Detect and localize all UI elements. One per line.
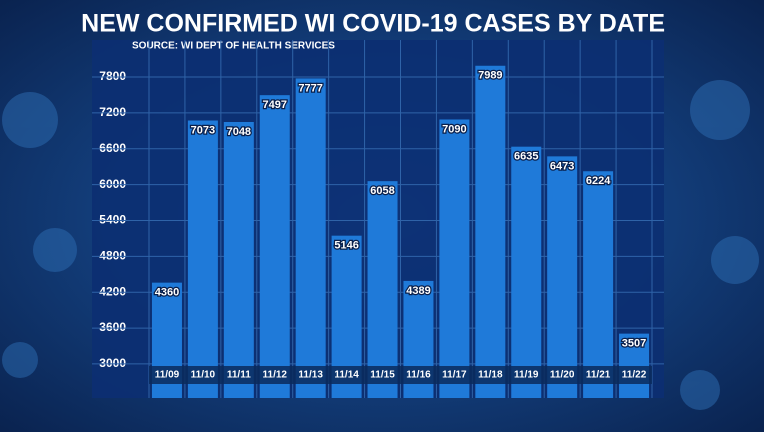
- value-label: 7497: [263, 99, 287, 111]
- bar: [187, 120, 218, 398]
- value-label: 4389: [406, 285, 430, 297]
- y-tick-label: 7800: [99, 69, 126, 83]
- chart-title: NEW CONFIRMED WI COVID-19 CASES BY DATE: [81, 10, 665, 38]
- y-tick-label: 4200: [99, 284, 126, 298]
- x-tick-label: 11/16: [406, 370, 431, 381]
- bar: [511, 146, 542, 398]
- date-band: [149, 366, 652, 384]
- x-tick-label: 11/17: [442, 370, 467, 381]
- value-label: 6635: [514, 151, 538, 163]
- x-tick-label: 11/22: [622, 370, 647, 381]
- value-label: 4360: [155, 287, 179, 299]
- x-tick-label: 11/13: [298, 370, 323, 381]
- bar: [439, 119, 470, 399]
- x-tick-label: 11/11: [227, 370, 251, 381]
- chart-subtitle: SOURCE: WI DEPT OF HEALTH SERVICES: [132, 41, 335, 52]
- value-label: 7073: [191, 124, 215, 136]
- bar: [619, 333, 650, 398]
- y-tick-label: 3000: [99, 356, 126, 370]
- y-tick-label: 3600: [99, 320, 126, 334]
- value-label: 7989: [478, 70, 502, 82]
- value-label: 6473: [550, 160, 574, 172]
- bar: [223, 121, 254, 398]
- x-tick-label: 11/09: [155, 370, 180, 381]
- virus-decoration: [2, 80, 759, 410]
- x-tick-label: 11/20: [550, 370, 575, 381]
- value-label: 6224: [586, 175, 611, 187]
- y-tick-label: 4800: [99, 249, 126, 263]
- bar: [367, 181, 398, 398]
- bar: [547, 156, 578, 398]
- value-label: 7090: [442, 123, 466, 135]
- x-tick-label: 11/14: [334, 370, 359, 381]
- bar: [475, 65, 506, 398]
- value-label: 7048: [227, 126, 251, 138]
- x-tick-label: 11/10: [191, 370, 216, 381]
- value-label: 6058: [370, 185, 394, 197]
- x-tick-label: 11/21: [586, 370, 611, 381]
- x-tick-label: 11/12: [263, 370, 288, 381]
- x-tick-label: 11/18: [478, 370, 503, 381]
- value-label: 7777: [298, 82, 322, 94]
- bar: [259, 95, 290, 398]
- value-label: 3507: [622, 338, 646, 350]
- value-label: 5146: [334, 240, 358, 252]
- bar: [583, 171, 614, 398]
- y-tick-label: 6000: [99, 177, 126, 191]
- x-tick-label: 11/15: [370, 370, 395, 381]
- y-tick-label: 7200: [99, 105, 126, 119]
- y-tick-label: 5400: [99, 213, 126, 227]
- bar: [295, 78, 326, 398]
- y-tick-label: 6600: [99, 141, 126, 155]
- x-tick-label: 11/19: [514, 370, 539, 381]
